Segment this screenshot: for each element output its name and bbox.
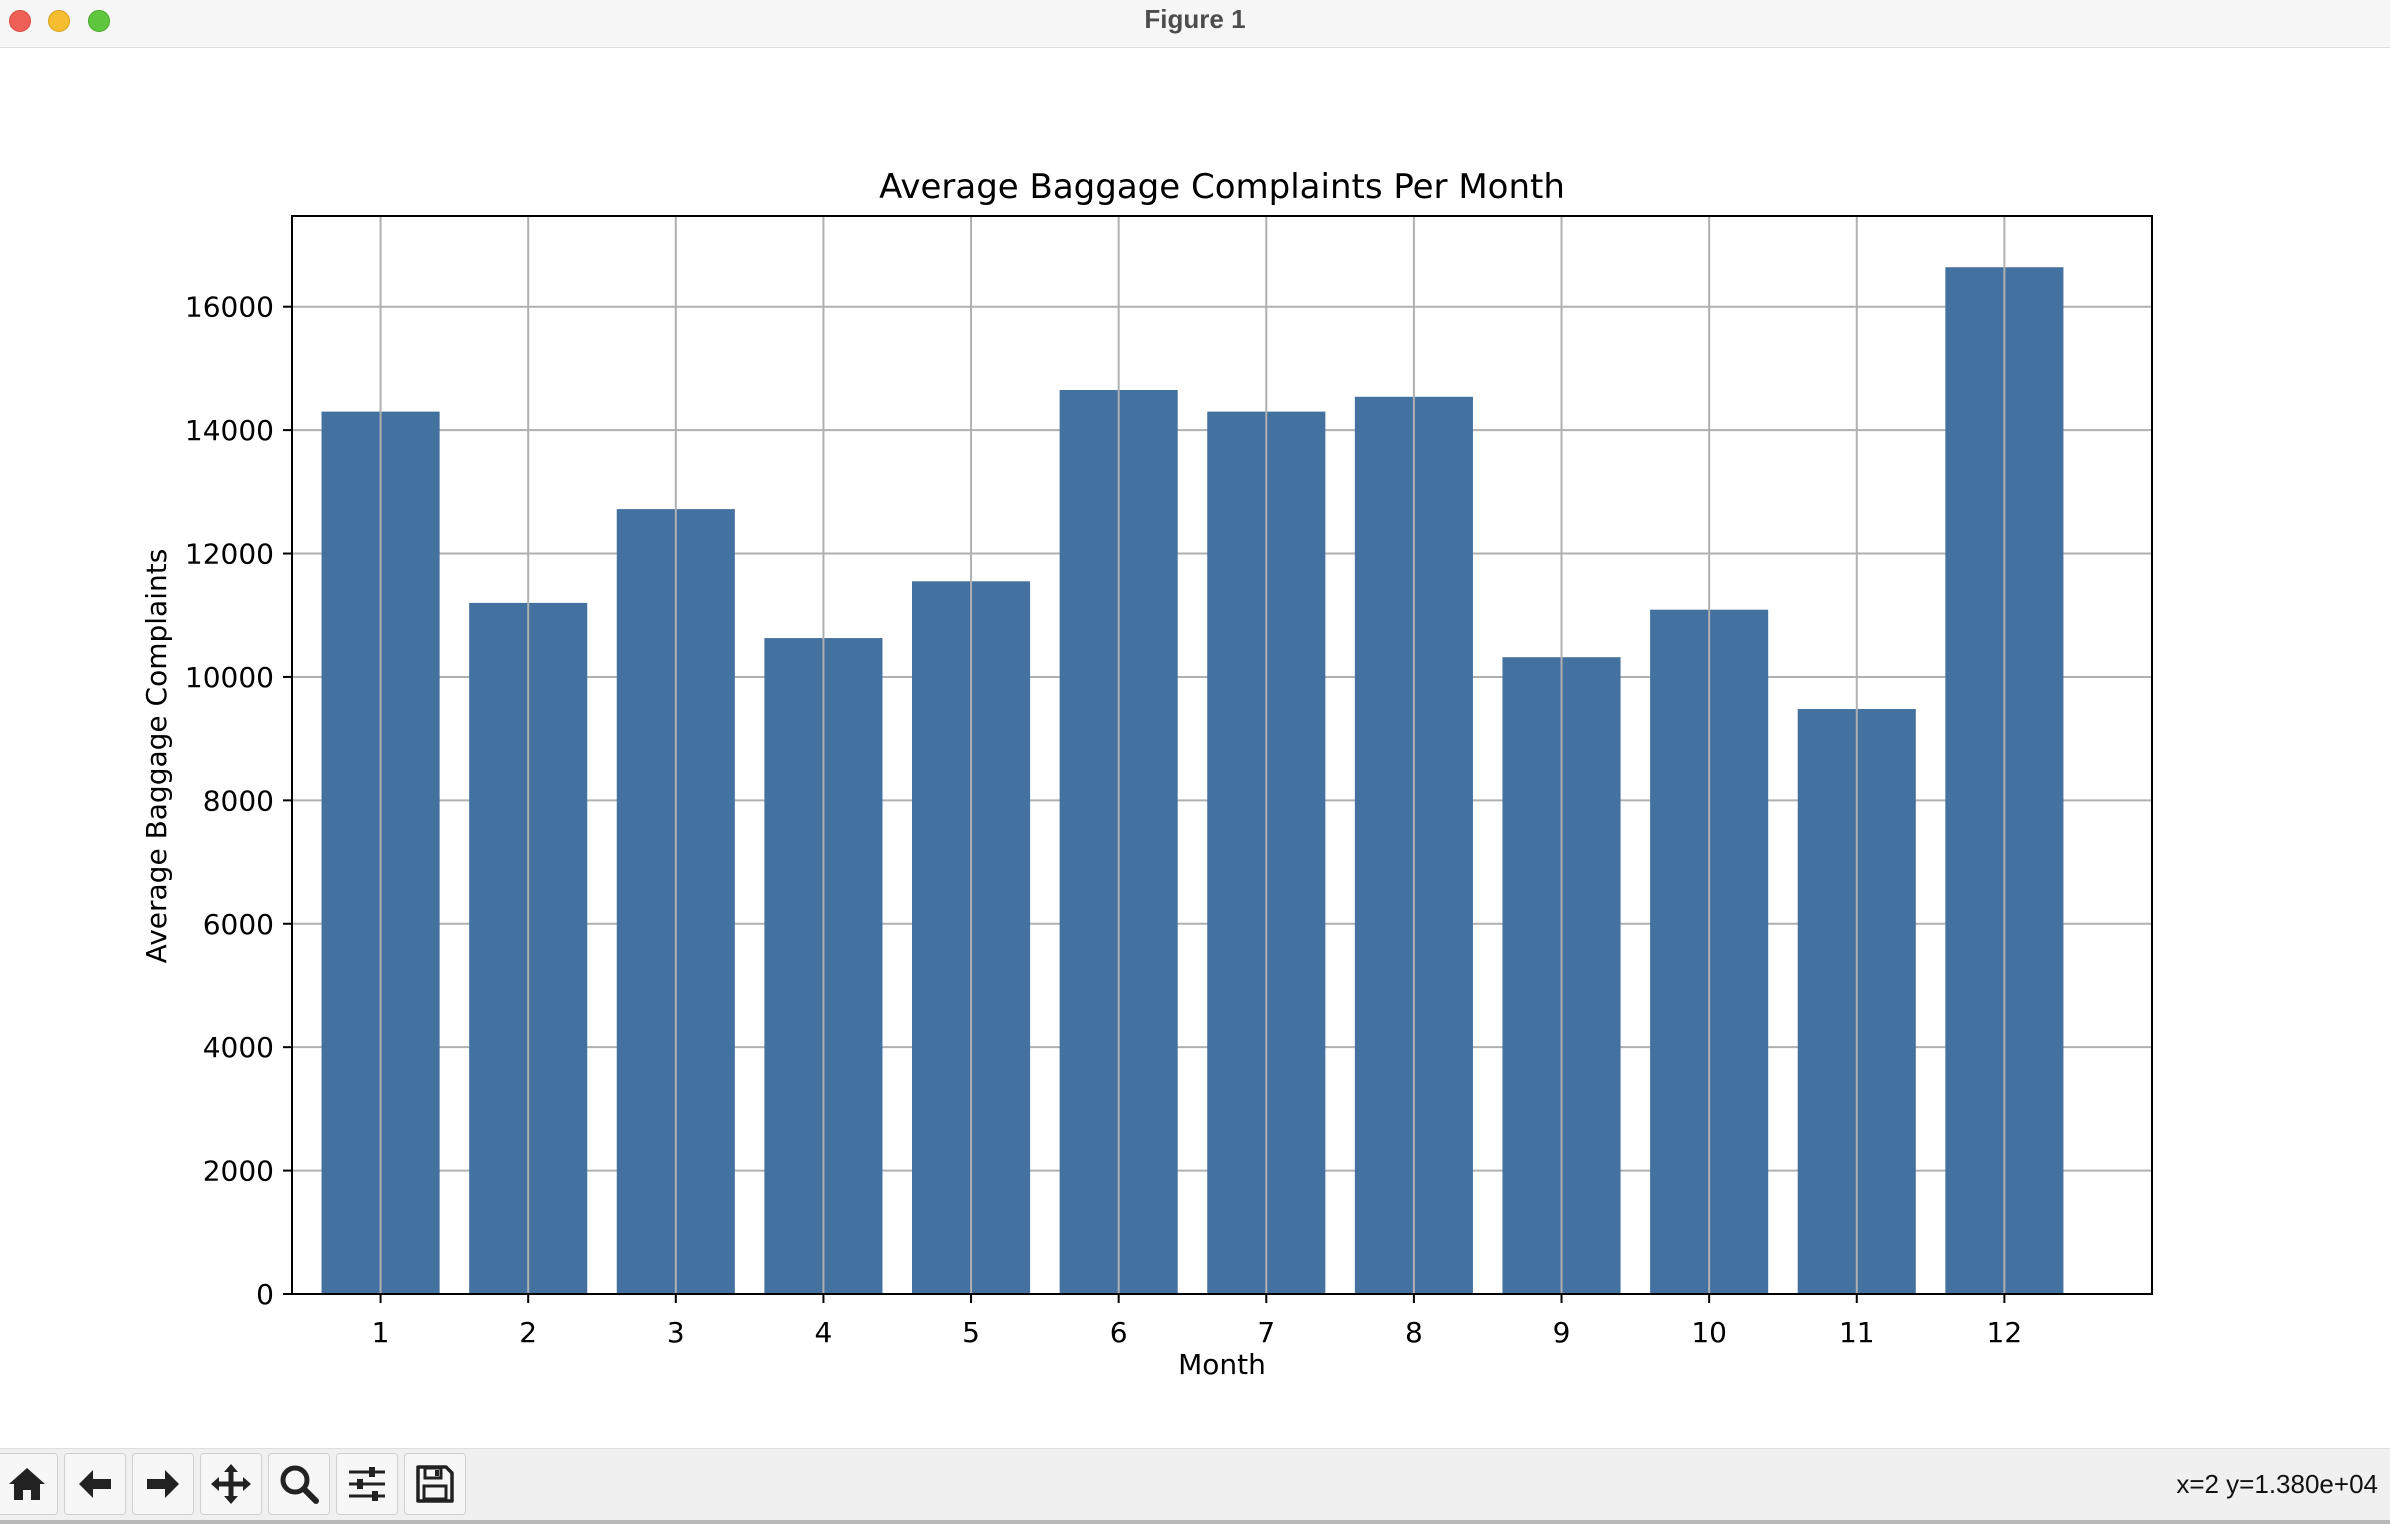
x-axis-label: Month (1178, 1348, 1266, 1381)
y-tick-label: 14000 (185, 414, 274, 447)
back-button[interactable] (64, 1453, 126, 1515)
zoom-icon (280, 1465, 319, 1504)
configure-subplots-icon (349, 1467, 385, 1501)
x-tick-label: 3 (667, 1316, 685, 1349)
x-tick-label: 7 (1257, 1316, 1275, 1349)
x-tick-label: 9 (1553, 1316, 1571, 1349)
y-tick-label: 12000 (185, 538, 274, 571)
x-tick-label: 4 (815, 1316, 833, 1349)
chart-title: Average Baggage Complaints Per Month (879, 167, 1565, 207)
y-tick-label: 8000 (203, 784, 274, 817)
bar-chart: Average Baggage Complaints Per Month 0 20… (0, 48, 2390, 1448)
home-icon (9, 1468, 45, 1500)
back-arrow-icon (79, 1470, 111, 1498)
zoom-button[interactable] (268, 1453, 330, 1515)
y-tick-label: 0 (256, 1278, 274, 1311)
cursor-coordinates: x=2 y=1.380e+04 (2176, 1469, 2378, 1499)
save-button[interactable] (404, 1453, 466, 1515)
y-tick-label: 10000 (185, 661, 274, 694)
close-window-button[interactable] (9, 10, 31, 32)
minimize-window-button[interactable] (48, 10, 70, 32)
plot-frame (291, 215, 2153, 1295)
x-tick-label: 1 (372, 1316, 390, 1349)
x-tick-label: 11 (1839, 1316, 1875, 1349)
figure-canvas[interactable]: Average Baggage Complaints Per Month 0 20… (0, 48, 2390, 1448)
title-bar: Figure 1 (0, 0, 2390, 48)
x-tick-label: 8 (1405, 1316, 1423, 1349)
configure-subplots-button[interactable] (336, 1453, 398, 1515)
save-icon (416, 1465, 454, 1503)
zoom-window-button[interactable] (88, 10, 110, 32)
forward-button[interactable] (132, 1453, 194, 1515)
window-title: Figure 1 (1144, 4, 1246, 34)
window-bottom-edge (0, 1520, 2390, 1524)
x-tick-label: 10 (1691, 1316, 1727, 1349)
x-tick-label: 2 (519, 1316, 537, 1349)
y-tick-label: 6000 (203, 908, 274, 941)
pan-button[interactable] (200, 1453, 262, 1515)
y-tick-label: 4000 (203, 1031, 274, 1064)
y-axis-label: Average Baggage Complaints (140, 549, 173, 964)
x-tick-label: 5 (962, 1316, 980, 1349)
pan-icon (211, 1464, 251, 1504)
forward-arrow-icon (147, 1470, 179, 1498)
x-tick-label: 6 (1110, 1316, 1128, 1349)
navigation-toolbar: x=2 y=1.380e+04 (0, 1448, 2390, 1524)
home-button[interactable] (0, 1453, 58, 1515)
y-tick-label: 16000 (185, 291, 274, 324)
y-tick-label: 2000 (203, 1155, 274, 1188)
x-tick-label: 12 (1987, 1316, 2023, 1349)
